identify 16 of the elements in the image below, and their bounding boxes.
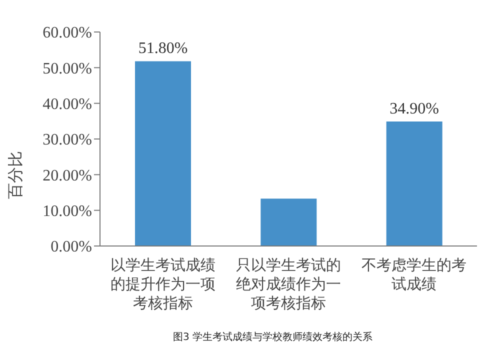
data-label: 51.80% — [138, 40, 188, 58]
y-tick-label: 60.00% — [42, 24, 92, 42]
y-tick-label: 20.00% — [42, 167, 92, 184]
bar — [135, 61, 191, 246]
caption: 图3 学生考试成绩与学校教师绩效考核的关系 — [173, 330, 373, 344]
x-tick-label: 不考虑学生的考试成绩 — [362, 257, 467, 293]
y-tick-label: 0.00% — [50, 238, 92, 256]
y-tick-label: 10.00% — [42, 203, 92, 220]
y-tick-label: 50.00% — [42, 60, 92, 78]
y-tick-label: 30.00% — [42, 132, 92, 149]
data-label: 34.90% — [390, 100, 439, 118]
x-tick-label: 以学生考试成绩的提升作为一项考核指标 — [110, 257, 216, 312]
x-tick-label: 只以学生考试的绝对成绩作为一项考核指标 — [236, 257, 341, 312]
bar — [386, 122, 442, 246]
bar — [260, 198, 317, 246]
y-tick-label: 40.00% — [42, 96, 92, 114]
